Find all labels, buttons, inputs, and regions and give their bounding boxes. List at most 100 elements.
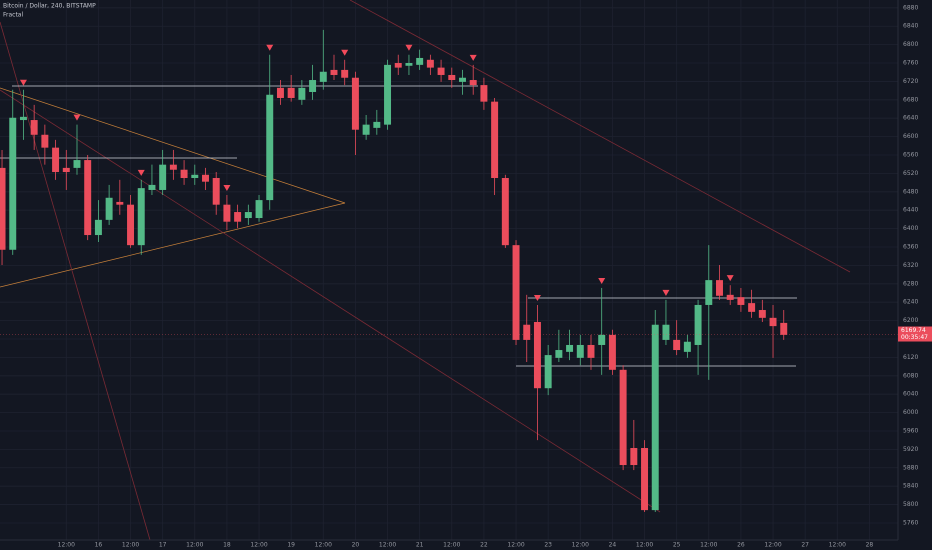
x-tick-label: 12:00 [186,542,203,549]
y-tick-label: 6880 [903,4,918,11]
y-tick-label: 6480 [903,188,918,195]
candle-body [234,212,242,222]
candle-body [84,160,92,236]
candle-body [405,63,413,66]
plot [0,29,898,512]
candle-body [127,204,135,246]
y-tick-label: 6440 [903,207,918,214]
candle-body [94,219,102,236]
x-tick-label: 20 [352,542,360,549]
x-tick-label: 22 [480,542,488,549]
grid [0,0,898,540]
fractal-marker [266,44,274,51]
x-tick-label: 25 [673,542,681,549]
y-tick-label: 6400 [903,225,918,232]
fractal-marker [469,54,477,61]
candle-body [0,167,6,250]
channel-line [349,0,851,273]
candle-body [416,57,424,65]
fractal-marker [405,44,413,51]
candle-body [469,80,477,86]
candle-body [384,64,392,125]
candle-body [341,69,349,78]
candle-body [598,334,606,345]
drawings [0,0,851,541]
axes: 6880 6840 6800 6760 6720 6680 6640 6600 6560 6520… [58,4,932,549]
candle-body [373,121,381,128]
candle-body [30,120,38,135]
candle-body [448,74,456,81]
candle-body [223,204,231,222]
y-tick-label: 6360 [903,244,918,251]
x-tick-label: 12:00 [58,542,75,549]
y-tick-label: 6320 [903,262,918,269]
candle-body [202,174,209,182]
candle-body [191,174,199,179]
candle-body [758,310,766,318]
y-tick-label: 6760 [903,60,918,67]
candle-body [662,324,670,340]
candle-body [394,63,402,68]
y-tick-label: 6800 [903,41,918,48]
candle-body [651,324,659,511]
x-tick-label: 17 [159,542,167,549]
x-tick-label: 12:00 [636,542,653,549]
y-tick-label: 6040 [903,391,918,398]
fractal-marker [662,289,670,296]
candle-body [641,448,649,511]
x-tick-label: 18 [223,542,231,549]
candle-body [459,77,466,82]
trend-line [0,87,346,204]
x-tick-label: 26 [737,542,745,549]
y-tick-label: 5760 [903,519,918,526]
candle-body [512,245,520,340]
candle-body [630,448,638,466]
candle-body [555,350,563,358]
candle-body [769,317,777,327]
fractal-marker [19,79,27,86]
y-tick-label: 5960 [903,427,918,434]
fractal-marker [73,114,81,121]
candle-body [683,341,691,352]
last-price-box [898,326,932,342]
x-tick-label: 28 [866,542,874,549]
candle-body [244,212,252,219]
candle-body [73,160,81,168]
x-tick-label: 12:00 [829,542,846,549]
candle-body [137,188,145,246]
candle-body [52,147,60,173]
candle-body [705,280,713,305]
candle-body [180,169,188,179]
candle-body [716,280,723,296]
y-tick-label: 5840 [903,483,918,490]
y-tick-label: 5920 [903,446,918,453]
candle-body [298,87,306,100]
candle-body [587,344,595,358]
fractal-marker [341,49,349,56]
x-tick-label: 12:00 [122,542,139,549]
channel-line [0,21,151,541]
x-tick-label: 12:00 [250,542,267,549]
candle-body [737,297,745,305]
candle-body [169,164,177,170]
countdown-label: 00:35:47 [901,334,928,341]
x-tick-label: 21 [416,542,424,549]
candle-body [533,321,541,389]
candle-body [351,77,359,130]
candle-body [116,201,124,205]
candle-body [330,69,338,75]
candle-body [437,67,445,75]
fractal-marker [726,275,734,282]
candle-body [212,178,220,205]
y-tick-label: 6280 [903,280,918,287]
x-tick-label: 12:00 [315,542,332,549]
indicator-name: Fractal [3,12,23,19]
x-tick-label: 24 [609,542,617,549]
y-tick-label: 6680 [903,96,918,103]
candle-body [673,339,681,351]
candle-body [255,200,263,219]
y-tick-label: 6520 [903,170,918,177]
candle-body [523,324,531,340]
candle-body [480,85,488,102]
candle-body [41,134,49,148]
